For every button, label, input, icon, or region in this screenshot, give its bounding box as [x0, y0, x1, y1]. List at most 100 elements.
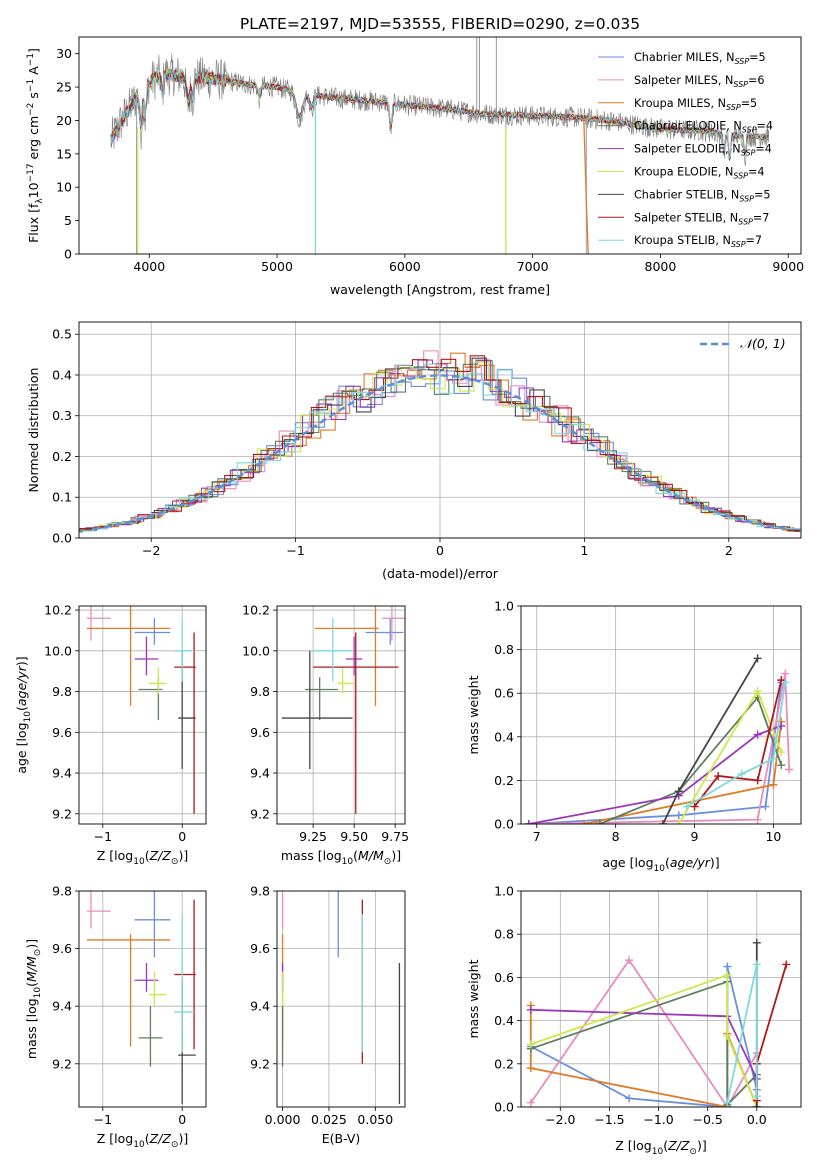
- axis-label-part: −1: [26, 53, 36, 66]
- y-tick-label: 9.4: [250, 999, 270, 1014]
- axis-label-part: −2: [26, 103, 36, 116]
- axis-label-part: Z/Z: [149, 848, 172, 863]
- x-tick-label: 0: [436, 543, 444, 558]
- axis-label-part: −17: [26, 163, 36, 182]
- x-tick-label: 4000: [133, 259, 165, 274]
- spectrum-dropout: [583, 117, 589, 254]
- plot-area: [86, 891, 196, 1105]
- residual-histogram-step: [79, 355, 801, 533]
- axis-label-part: )]: [178, 1131, 188, 1146]
- x-axis-label: mass [log10(M/M⊙)]: [281, 848, 401, 867]
- axis-label-part: 10: [33, 987, 43, 999]
- x-tick-label: −1.5: [594, 1112, 624, 1127]
- legend-label: Chabrier ELODIE, NSSP=4: [634, 120, 773, 135]
- axis-label-part: Normed distribution: [26, 368, 41, 493]
- axis-label-part: (: [353, 848, 358, 863]
- mass-weight-marker: [658, 820, 667, 824]
- y-axis-label: Normed distribution: [26, 368, 41, 493]
- x-tick-label: 0.0: [747, 1112, 767, 1127]
- x-tick-label: 0.025: [311, 1112, 347, 1127]
- mass-weight-marker: [625, 1094, 634, 1103]
- x-tick-label: 7000: [517, 259, 549, 274]
- axis-label-part: mass weight: [466, 675, 481, 754]
- legend-label-part: Kroupa MILES, N: [634, 97, 726, 110]
- x-tick-label: 9.50: [340, 829, 368, 844]
- mass-weight-marker: [723, 1031, 732, 1040]
- mass-weight-marker: [777, 761, 786, 770]
- mass-weight-marker: [690, 802, 699, 811]
- mass-weight-line: [530, 1008, 758, 1107]
- x-axis-label: Z [log10(Z/Z⊙)]: [97, 848, 188, 867]
- y-axis-label: mass weight: [466, 959, 481, 1038]
- mass-weight-marker: [753, 687, 762, 696]
- plot-area: [281, 606, 405, 814]
- y-tick-label: 10.2: [44, 603, 72, 618]
- axis-label-part: )]: [710, 855, 720, 870]
- legend-label: Salpeter STELIB, NSSP=7: [634, 211, 769, 226]
- y-tick-label: 0.6: [494, 686, 514, 701]
- legend-label: Salpeter ELODIE, NSSP=4: [634, 143, 772, 158]
- mass-weight-marker: [524, 820, 533, 824]
- axis-label-part: (data-model)/error: [382, 566, 499, 581]
- x-tick-label: −2.0: [545, 1112, 575, 1127]
- legend-label-normal: 𝒩(0, 1): [740, 336, 786, 351]
- axis-label-part: ]: [26, 48, 41, 53]
- y-tick-label: 10.0: [44, 643, 72, 658]
- mass-weight-marker: [769, 780, 778, 789]
- mass-weight-marker: [753, 815, 762, 824]
- y-tick-label: 9.8: [52, 884, 72, 899]
- y-tick-label: 9.4: [250, 766, 270, 781]
- axes-frame: [520, 605, 802, 825]
- legend-label-part: Chabrier STELIB, N: [634, 188, 739, 201]
- panel-massweight_vs_Z: −2.0 −1.5 −1.0 −0.5 0.0 0.0 0.2 0.4 0.6 0.8 1.0 Z […: [466, 884, 802, 1157]
- axis-label-part: Z [log: [97, 848, 133, 863]
- axis-label-part: 10: [133, 1140, 145, 1150]
- legend-label-part: Kroupa STELIB, N: [634, 234, 731, 247]
- legend-label-part: SSP: [726, 103, 741, 112]
- x-tick-label: −2: [142, 543, 160, 558]
- mass-weight-marker: [526, 1064, 535, 1073]
- axis-label-part: erg cm: [26, 116, 41, 164]
- axis-label-part: ⊙: [384, 857, 392, 867]
- legend-label: Chabrier STELIB, NSSP=5: [634, 188, 771, 203]
- plot-area: [86, 606, 196, 814]
- x-tick-label: 6000: [389, 259, 421, 274]
- mass-weight-marker: [526, 1098, 535, 1107]
- y-tick-label: 9.2: [52, 1056, 72, 1071]
- mass-weight-line: [662, 657, 759, 824]
- y-tick-label: 9.6: [250, 725, 270, 740]
- axis-label-part: (: [663, 1138, 668, 1153]
- panels: 4000 5000 6000 7000 8000 9000051015202530wave…: [14, 36, 804, 1157]
- axis-label-part: )]: [24, 939, 39, 949]
- axis-label-part: Z/Z: [667, 1138, 690, 1153]
- axes-frame: [78, 605, 207, 825]
- axis-label-part: )]: [14, 656, 29, 666]
- y-tick-label: 1.0: [494, 884, 514, 899]
- legend-label-part: =4: [748, 166, 765, 179]
- y-tick-label: 9.2: [52, 806, 72, 821]
- model-spectrum-line: [110, 68, 769, 160]
- y-axis-label: mass [log10(M/M⊙)]: [24, 939, 43, 1059]
- mass-weight-marker: [753, 730, 762, 739]
- legend-label-part: =7: [746, 234, 763, 247]
- y-tick-label: 9.6: [52, 941, 72, 956]
- y-tick-label: 9.8: [250, 884, 270, 899]
- mass-weight-line: [686, 682, 787, 808]
- axes-frame: [78, 890, 207, 1108]
- x-tick-label: 10: [765, 829, 781, 844]
- x-tick-label: 0: [178, 1112, 186, 1127]
- legend-label-part: =5: [749, 51, 766, 64]
- x-axis-label: Z [log10(Z/Z⊙)]: [97, 1131, 188, 1150]
- x-tick-label: 9: [691, 829, 699, 844]
- y-tick-label: 0.6: [494, 970, 514, 985]
- legend-label-part: =5: [741, 97, 758, 110]
- axis-label-part: )]: [178, 848, 188, 863]
- x-tick-label: 7: [533, 829, 541, 844]
- legend-label-part: SSP: [738, 217, 753, 226]
- y-tick-label: 0.4: [494, 729, 514, 744]
- panel-age_vs_mass: 9.25 9.50 9.75 9.2 9.4 9.6 9.8 10.0 10.2 mass [lo…: [242, 603, 409, 867]
- legend-label-part: Salpeter ELODIE, N: [634, 143, 741, 156]
- mass-weight-marker: [682, 802, 691, 811]
